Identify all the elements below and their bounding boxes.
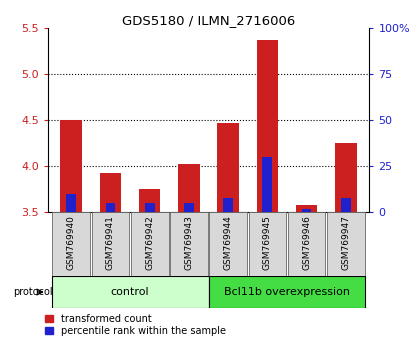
- Bar: [139, 189, 161, 212]
- Bar: [100, 173, 121, 212]
- Bar: [51, 276, 209, 308]
- Bar: [249, 212, 286, 276]
- Bar: [262, 157, 272, 212]
- Bar: [341, 198, 351, 212]
- Bar: [335, 143, 356, 212]
- Text: GSM769946: GSM769946: [302, 216, 311, 270]
- Text: protocol: protocol: [13, 287, 53, 297]
- Text: GSM769945: GSM769945: [263, 216, 272, 270]
- Bar: [209, 276, 366, 308]
- Bar: [145, 203, 155, 212]
- Bar: [66, 194, 76, 212]
- Bar: [61, 120, 82, 212]
- Text: GSM769942: GSM769942: [145, 216, 154, 270]
- Text: GSM769947: GSM769947: [341, 216, 350, 270]
- Bar: [327, 212, 365, 276]
- Text: control: control: [111, 287, 149, 297]
- Bar: [178, 164, 200, 212]
- Title: GDS5180 / ILMN_2716006: GDS5180 / ILMN_2716006: [122, 14, 295, 27]
- Bar: [217, 123, 239, 212]
- Bar: [223, 198, 233, 212]
- Bar: [302, 209, 312, 212]
- Text: GSM769940: GSM769940: [67, 216, 76, 270]
- Legend: transformed count, percentile rank within the sample: transformed count, percentile rank withi…: [44, 313, 227, 337]
- Bar: [256, 40, 278, 212]
- Bar: [184, 203, 194, 212]
- Bar: [288, 212, 325, 276]
- Bar: [170, 212, 208, 276]
- Text: GSM769944: GSM769944: [224, 216, 233, 270]
- Text: GSM769943: GSM769943: [184, 216, 193, 270]
- Bar: [52, 212, 90, 276]
- Bar: [131, 212, 168, 276]
- Bar: [296, 205, 317, 212]
- Bar: [92, 212, 129, 276]
- Bar: [209, 212, 247, 276]
- Text: GSM769941: GSM769941: [106, 216, 115, 270]
- Text: Bcl11b overexpression: Bcl11b overexpression: [224, 287, 350, 297]
- Bar: [105, 203, 115, 212]
